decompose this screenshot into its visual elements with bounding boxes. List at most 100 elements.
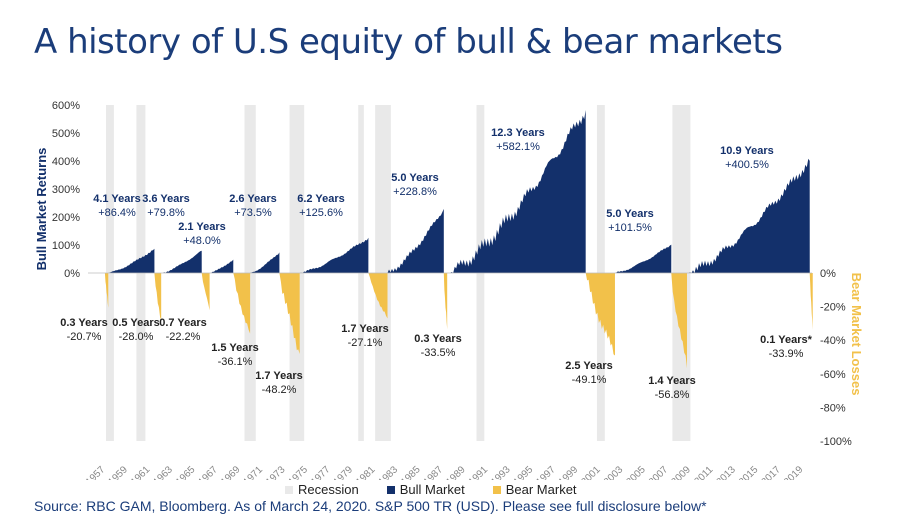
legend-item-recession: Recession xyxy=(285,482,359,497)
x-tick-label: 2017 xyxy=(759,464,783,480)
x-tick-label: 1997 xyxy=(534,464,558,480)
x-tick-label: 2015 xyxy=(737,464,761,480)
bear-market-area-7 xyxy=(585,273,615,356)
x-tick-label: 1975 xyxy=(287,464,311,480)
bear-label-years: 2.5 Years xyxy=(565,360,613,372)
bull-market-areas xyxy=(108,110,810,273)
bear-label-years: 1.5 Years xyxy=(211,342,259,354)
right-tick-label: -60% xyxy=(820,369,846,381)
bull-market-area-2 xyxy=(209,259,234,273)
left-tick-label: 0% xyxy=(64,268,80,280)
bull-label-years: 4.1 Years xyxy=(93,193,141,205)
bear-label-loss: -33.5% xyxy=(421,347,456,359)
bear-label-loss: -49.1% xyxy=(572,374,607,386)
x-tick-label: 2003 xyxy=(602,464,626,480)
bull-market-area-6 xyxy=(447,110,586,273)
legend-label-bull: Bull Market xyxy=(399,482,465,497)
bull-market-area-0 xyxy=(108,248,155,273)
legend-label-bear: Bear Market xyxy=(505,482,577,497)
bull-market-area-5 xyxy=(387,208,444,273)
x-tick-label: 1983 xyxy=(377,464,401,480)
bull-label-return: +582.1% xyxy=(496,141,540,153)
bull-label-years: 2.6 Years xyxy=(229,193,277,205)
x-tick-label: 1999 xyxy=(557,464,581,480)
x-tick-label: 1989 xyxy=(444,464,468,480)
x-tick-label: 1979 xyxy=(332,464,356,480)
bear-label-loss: -33.9% xyxy=(769,348,804,360)
x-tick-label: 1985 xyxy=(399,464,423,480)
x-tick-label: 1965 xyxy=(174,464,198,480)
y-axis-label-left: Bull Market Returns xyxy=(34,148,49,271)
right-tick-label: -20% xyxy=(820,302,846,314)
x-tick-label: 1959 xyxy=(106,464,130,480)
x-tick-label: 1981 xyxy=(354,464,378,480)
bear-label-loss: -20.7% xyxy=(67,331,102,343)
recession-swatch xyxy=(285,485,293,494)
x-tick-label: 2013 xyxy=(714,464,738,480)
bear-label-loss: -48.2% xyxy=(262,384,297,396)
left-tick-label: 600% xyxy=(52,100,80,112)
bear-label-years: 1.7 Years xyxy=(341,323,389,335)
bear-market-area-9 xyxy=(809,273,813,330)
right-tick-label: -40% xyxy=(820,335,846,347)
bull-bear-chart: 600% 500% 400% 300% 200% 100% 0% 0% -20% -40% -60%… xyxy=(34,100,864,480)
left-tick-label: 500% xyxy=(52,128,80,140)
bull-label-years: 5.0 Years xyxy=(391,172,439,184)
x-tick-label: 1987 xyxy=(422,464,446,480)
x-tick-label: 2005 xyxy=(624,464,648,480)
x-tick-label: 2011 xyxy=(692,464,715,480)
left-tick-label: 100% xyxy=(52,240,80,252)
bear-label-years: 0.5 Years xyxy=(112,317,160,329)
x-tick-label: 2007 xyxy=(647,464,671,480)
bear-label-loss: -56.8% xyxy=(655,389,690,401)
right-tick-label: 0% xyxy=(820,268,836,280)
bear-market-area-2 xyxy=(201,273,210,311)
x-tick-label: 2009 xyxy=(669,464,693,480)
legend: Recession Bull Market Bear Market xyxy=(285,482,577,497)
bull-market-area-3 xyxy=(250,252,280,273)
chart-title: A history of U.S equity of bull & bear m… xyxy=(34,22,783,62)
bull-label-return: +48.0% xyxy=(183,235,221,247)
left-tick-label: 300% xyxy=(52,184,80,196)
bear-market-area-3 xyxy=(233,273,251,334)
x-tick-label: 1995 xyxy=(512,464,536,480)
bull-label-years: 10.9 Years xyxy=(720,145,774,157)
bear-label-loss: -27.1% xyxy=(348,337,383,349)
bear-label-loss: -28.0% xyxy=(119,331,154,343)
bull-label-return: +73.5% xyxy=(234,207,272,219)
right-tick-label: -80% xyxy=(820,402,846,414)
source-note: Source: RBC GAM, Bloomberg. As of March … xyxy=(34,498,707,514)
legend-item-bull: Bull Market xyxy=(386,482,465,497)
x-tick-label: 2001 xyxy=(579,464,603,480)
right-tick-label: -100% xyxy=(820,436,852,448)
x-tick-label: 1957 xyxy=(84,464,108,480)
y-axis-label-right: Bear Market Losses xyxy=(849,273,864,396)
bear-label-years: 0.1 Years* xyxy=(760,334,813,346)
x-tick-label: 1967 xyxy=(196,464,220,480)
bull-label-years: 6.2 Years xyxy=(297,193,345,205)
left-tick-label: 400% xyxy=(52,156,80,168)
bear-market-area-8 xyxy=(671,273,688,369)
bull-label-return: +125.6% xyxy=(299,207,343,219)
bear-swatch xyxy=(492,485,501,494)
bear-label-years: 0.3 Years xyxy=(414,333,462,345)
x-tick-label: 1971 xyxy=(242,464,266,480)
bear-label-years: 1.4 Years xyxy=(648,375,696,387)
bull-market-area-1 xyxy=(161,250,202,273)
bear-label-years: 0.3 Years xyxy=(60,317,108,329)
legend-label-recession: Recession xyxy=(298,482,359,497)
bull-label-years: 2.1 Years xyxy=(178,221,226,233)
bull-label-return: +228.8% xyxy=(393,186,437,198)
x-tick-label: 1961 xyxy=(129,464,153,480)
x-tick-label: 1973 xyxy=(264,464,288,480)
x-tick-label: 1977 xyxy=(309,464,333,480)
bull-market-area-4 xyxy=(299,237,369,273)
bear-market-area-6 xyxy=(443,273,448,330)
x-tick-label: 2019 xyxy=(782,464,806,480)
bull-label-return: +400.5% xyxy=(725,159,769,171)
bull-swatch xyxy=(386,485,395,494)
x-tick-label: 1991 xyxy=(467,464,491,480)
bear-market-area-0 xyxy=(104,273,109,308)
left-tick-label: 200% xyxy=(52,212,80,224)
bull-label-years: 12.3 Years xyxy=(491,127,545,139)
